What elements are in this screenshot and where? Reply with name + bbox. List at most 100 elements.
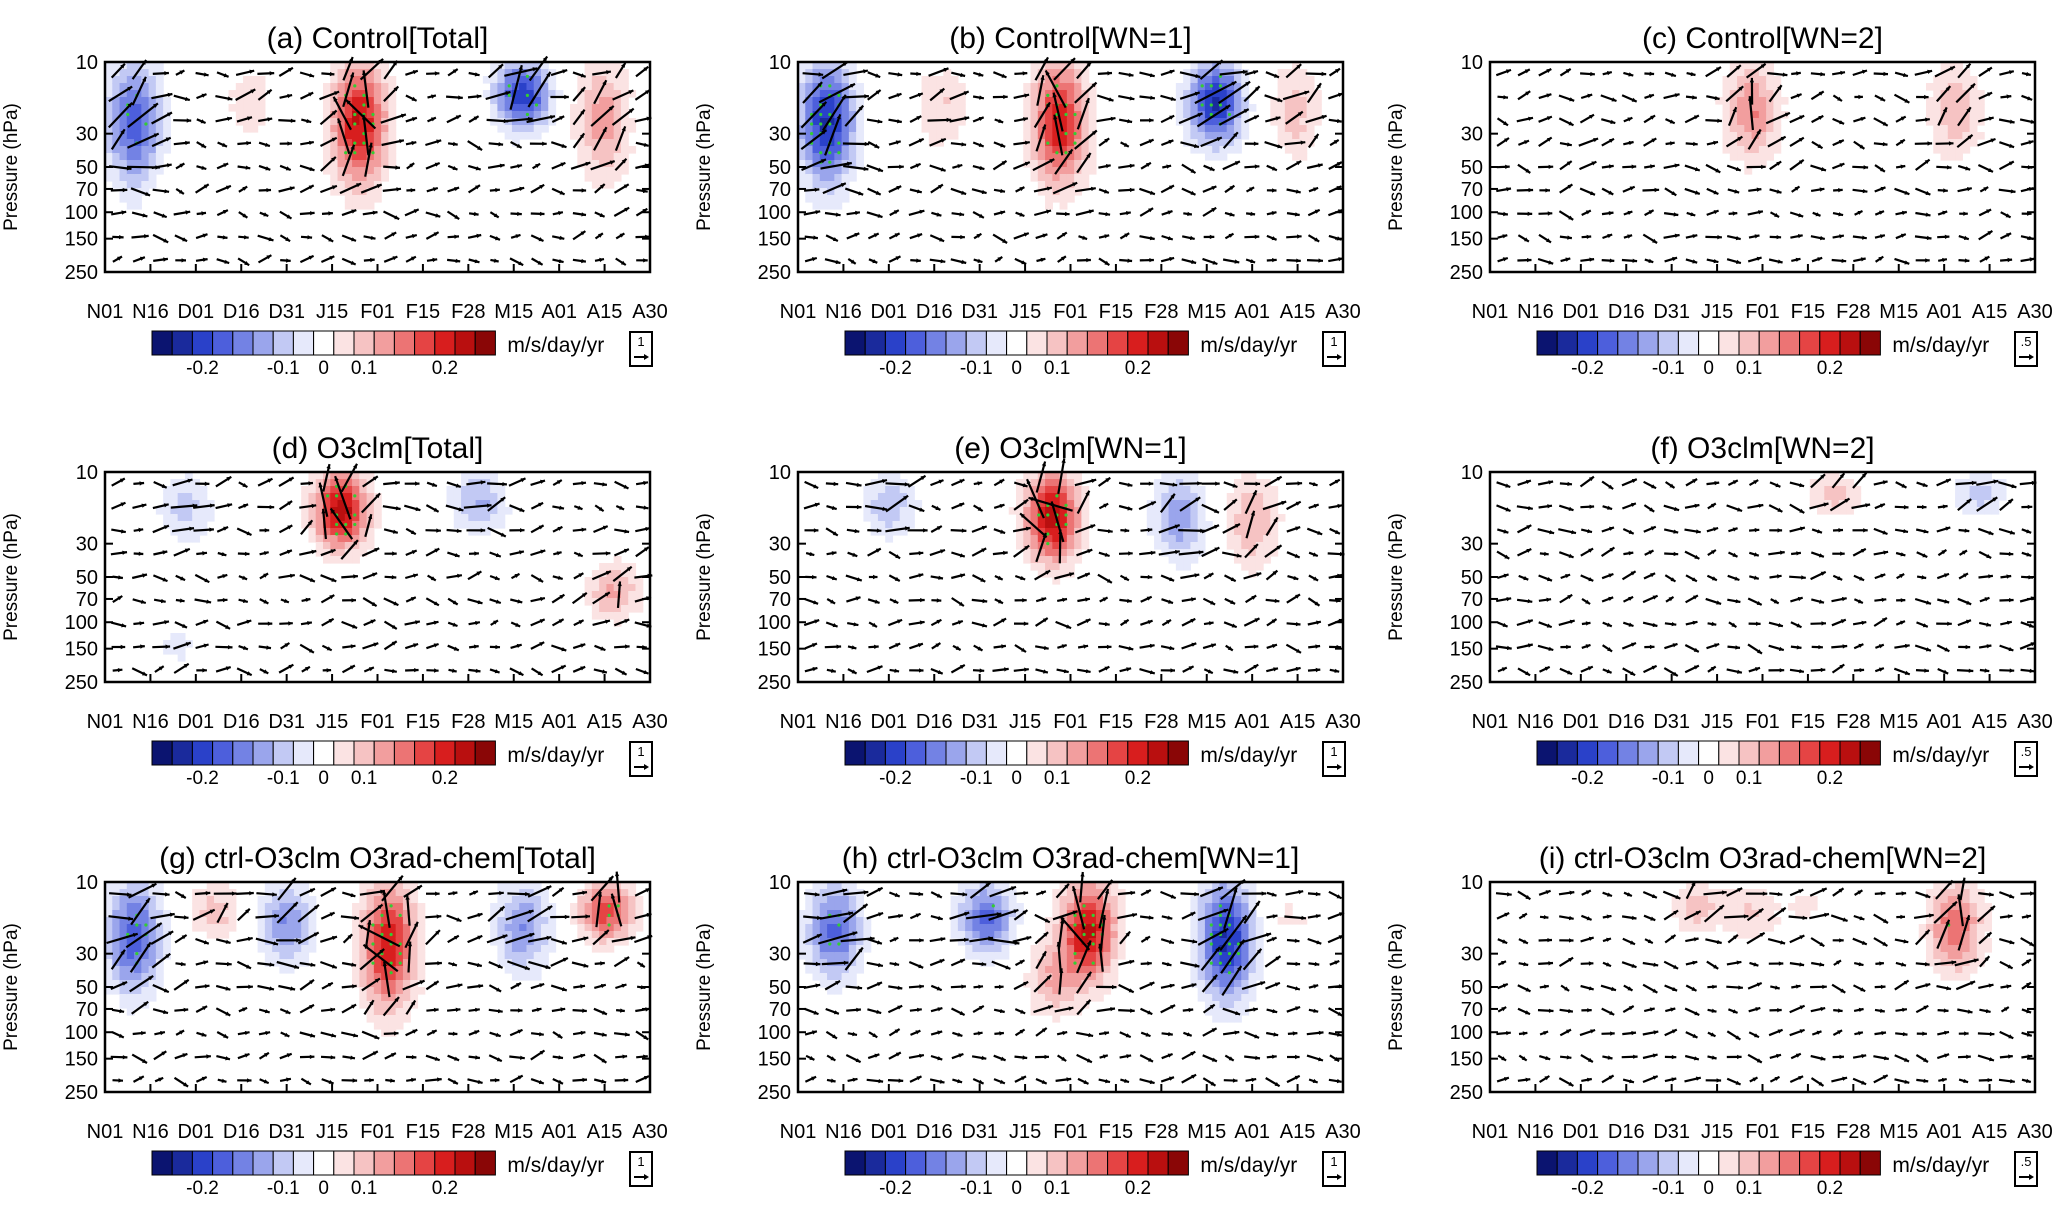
heatmap-cell	[257, 111, 266, 119]
heatmap-cell	[359, 542, 368, 550]
heatmap-cell	[1984, 507, 1992, 515]
heatmap-cell	[192, 521, 201, 529]
heatmap-cell	[1299, 104, 1308, 112]
y-tick-label: 50	[76, 567, 98, 589]
heatmap-cell	[1766, 76, 1774, 84]
heatmap-cell	[892, 493, 901, 501]
colorbar-swatch	[985, 740, 1008, 766]
heatmap-cell	[134, 167, 142, 175]
vector-head	[2006, 233, 2012, 238]
heatmap-cell	[841, 76, 850, 84]
heatmap-cell	[163, 132, 171, 140]
vector-head	[1669, 141, 1675, 146]
heatmap-cell	[599, 605, 607, 613]
vector-head	[978, 117, 984, 121]
heatmap-cell	[1751, 90, 1760, 98]
colorbar-swatch	[1637, 330, 1659, 356]
heatmap-cell	[1212, 90, 1221, 98]
heatmap-cell	[1059, 139, 1068, 147]
vector-head	[1794, 186, 1800, 191]
heatmap-cell	[453, 507, 462, 515]
y-axis-label: Pressure (hPa)	[1386, 103, 1407, 231]
colorbar-label: 0.1	[1044, 768, 1070, 789]
colorbar-swatch	[393, 740, 416, 766]
heatmap-cell	[950, 97, 959, 105]
vector-head	[1859, 144, 1865, 149]
heatmap-cell	[591, 584, 600, 592]
vector-head	[1041, 597, 1047, 602]
vector-head	[493, 620, 498, 625]
vector-head	[643, 480, 648, 486]
heatmap-cell	[834, 125, 843, 133]
vector-shaft	[1218, 108, 1250, 126]
heatmap-cell	[827, 174, 835, 182]
vector-head	[1524, 69, 1530, 74]
vector-head	[623, 548, 629, 553]
heatmap-cell	[606, 146, 615, 154]
heatmap-cell	[475, 493, 484, 501]
heatmap-cell	[235, 83, 244, 91]
vector-head	[1254, 86, 1260, 91]
heatmap-cell	[1023, 125, 1032, 133]
vector-head	[1091, 82, 1097, 88]
heatmap-cell	[805, 160, 814, 168]
vector-head	[1777, 259, 1783, 264]
heatmap-cell	[359, 153, 368, 161]
vector-head	[1296, 258, 1301, 263]
stipple-dot	[819, 151, 823, 155]
heatmap-cell	[1168, 521, 1177, 529]
heatmap-cell	[1962, 104, 1971, 112]
heatmap-cell	[337, 514, 346, 522]
heatmap-cell	[957, 118, 966, 126]
vector-head	[1252, 490, 1257, 496]
vector-head	[1198, 550, 1204, 555]
heatmap-cell	[1831, 507, 1840, 515]
vector-head	[452, 166, 458, 170]
heatmap-cell	[112, 153, 121, 161]
heatmap-cell	[591, 76, 600, 84]
vector-head	[1251, 595, 1257, 600]
vector-head	[329, 71, 335, 77]
heatmap-cell	[819, 132, 828, 140]
vector-head	[561, 143, 567, 148]
colorbar-unit: m/s/day/yr	[1200, 744, 1297, 767]
heatmap-cell	[504, 76, 513, 84]
vector-head	[225, 185, 231, 190]
heatmap-cell	[490, 76, 498, 84]
vector-head	[1780, 136, 1786, 141]
heatmap-cell	[366, 62, 375, 70]
vector-head	[183, 663, 189, 668]
reference-vector: 1	[629, 741, 653, 777]
heatmap-cell	[373, 146, 382, 154]
heatmap-cell	[1081, 139, 1090, 147]
vector-head	[556, 551, 562, 556]
heatmap-cell	[1190, 146, 1199, 154]
vector-head	[201, 93, 207, 98]
heatmap-cell	[359, 167, 368, 175]
vector-head	[872, 259, 878, 264]
heatmap-cell	[1045, 153, 1053, 161]
heatmap-cell	[1263, 528, 1271, 536]
heatmap-cell	[584, 111, 593, 119]
colorbar-label: 0.2	[432, 358, 458, 379]
heatmap-cell	[344, 125, 353, 133]
heatmap-cell	[453, 493, 462, 501]
heatmap-cell	[1052, 146, 1061, 154]
heatmap-cell	[323, 542, 331, 550]
vector-head	[1838, 140, 1844, 144]
heatmap-cell	[308, 500, 317, 508]
vector-shaft	[590, 105, 615, 127]
vector-head	[602, 669, 607, 674]
heatmap-cell	[134, 104, 142, 112]
heatmap-cell	[620, 76, 629, 84]
heatmap-cell	[584, 167, 593, 175]
heatmap-cell	[1074, 493, 1082, 501]
colorbar-swatch	[1006, 740, 1028, 766]
heatmap-cell	[1744, 111, 1753, 119]
x-tick-label: D01	[177, 711, 214, 733]
heatmap-cell	[1045, 167, 1053, 175]
vector-head	[187, 478, 193, 483]
vector-head	[539, 184, 545, 189]
vector-head	[517, 164, 522, 169]
vector-head	[546, 72, 551, 77]
